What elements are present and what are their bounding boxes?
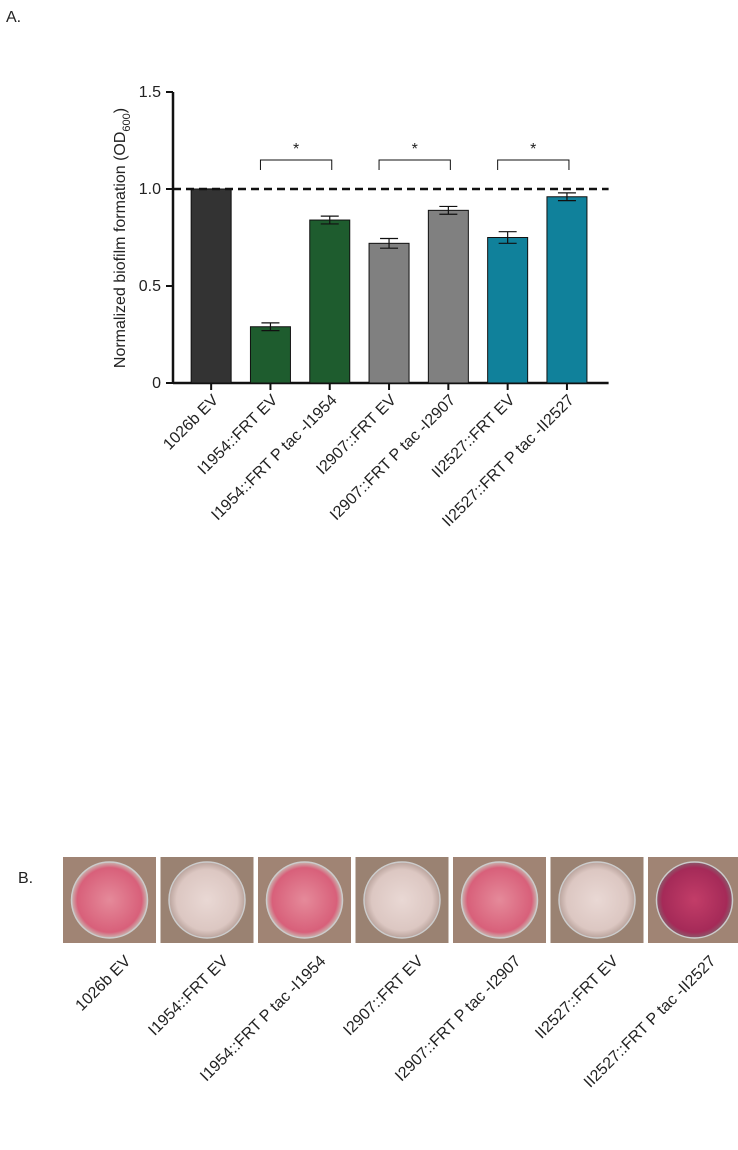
error-bar (380, 237, 399, 249)
significance-bracket (497, 159, 570, 170)
significance-mark: * (293, 141, 299, 158)
photo-row (63, 857, 738, 943)
y-tick-label: 0 (152, 375, 161, 392)
error-bar (498, 231, 517, 244)
photo-colony (460, 861, 539, 939)
photo-colony (558, 861, 636, 939)
photo-caption: I2907::FRT EV (340, 953, 427, 1040)
photo-colony (655, 861, 734, 939)
photo-colony (265, 861, 344, 939)
significance-mark: * (412, 141, 418, 158)
error-bar (261, 322, 280, 332)
bar (368, 242, 410, 384)
y-axis-label: Normalized biofilm formation (OD600) (112, 108, 133, 368)
photo-caption: 1026b EV (73, 953, 135, 1015)
significance-bracket (259, 159, 333, 170)
photo-caption: II2527::FRT EV (532, 953, 622, 1043)
panel-label: B. (18, 870, 33, 887)
y-tick-label: 1.5 (139, 84, 161, 101)
bar (249, 326, 291, 384)
error-bar (320, 215, 339, 225)
significance-bracket (378, 159, 451, 170)
significance-mark: * (530, 141, 536, 158)
photo-caption: I1954::FRT EV (145, 953, 232, 1040)
error-bar (439, 205, 458, 215)
bar (546, 196, 588, 384)
error-bar (261, 322, 280, 332)
bar (190, 188, 232, 384)
photo-colony (168, 861, 246, 939)
bar (309, 219, 351, 384)
error-bar (320, 215, 339, 225)
x-tick-label: 1026b EV (160, 392, 222, 454)
y-tick-label: 1.0 (139, 181, 161, 198)
error-bar (498, 231, 517, 244)
photo-colony (70, 861, 149, 939)
y-axis-label-part: ) (112, 108, 129, 113)
bar (427, 209, 469, 384)
photo-colony (363, 861, 441, 939)
y-tick-label: 0.5 (139, 278, 161, 295)
y-axis-label-part: Normalized biofilm formation (OD (112, 132, 129, 369)
error-bar (557, 192, 576, 202)
error-bar (557, 192, 576, 202)
bar (487, 237, 529, 384)
panel-label: A. (6, 9, 21, 26)
error-bar (380, 237, 399, 249)
error-bar (439, 205, 458, 215)
y-axis-label-part: 600 (121, 113, 133, 131)
